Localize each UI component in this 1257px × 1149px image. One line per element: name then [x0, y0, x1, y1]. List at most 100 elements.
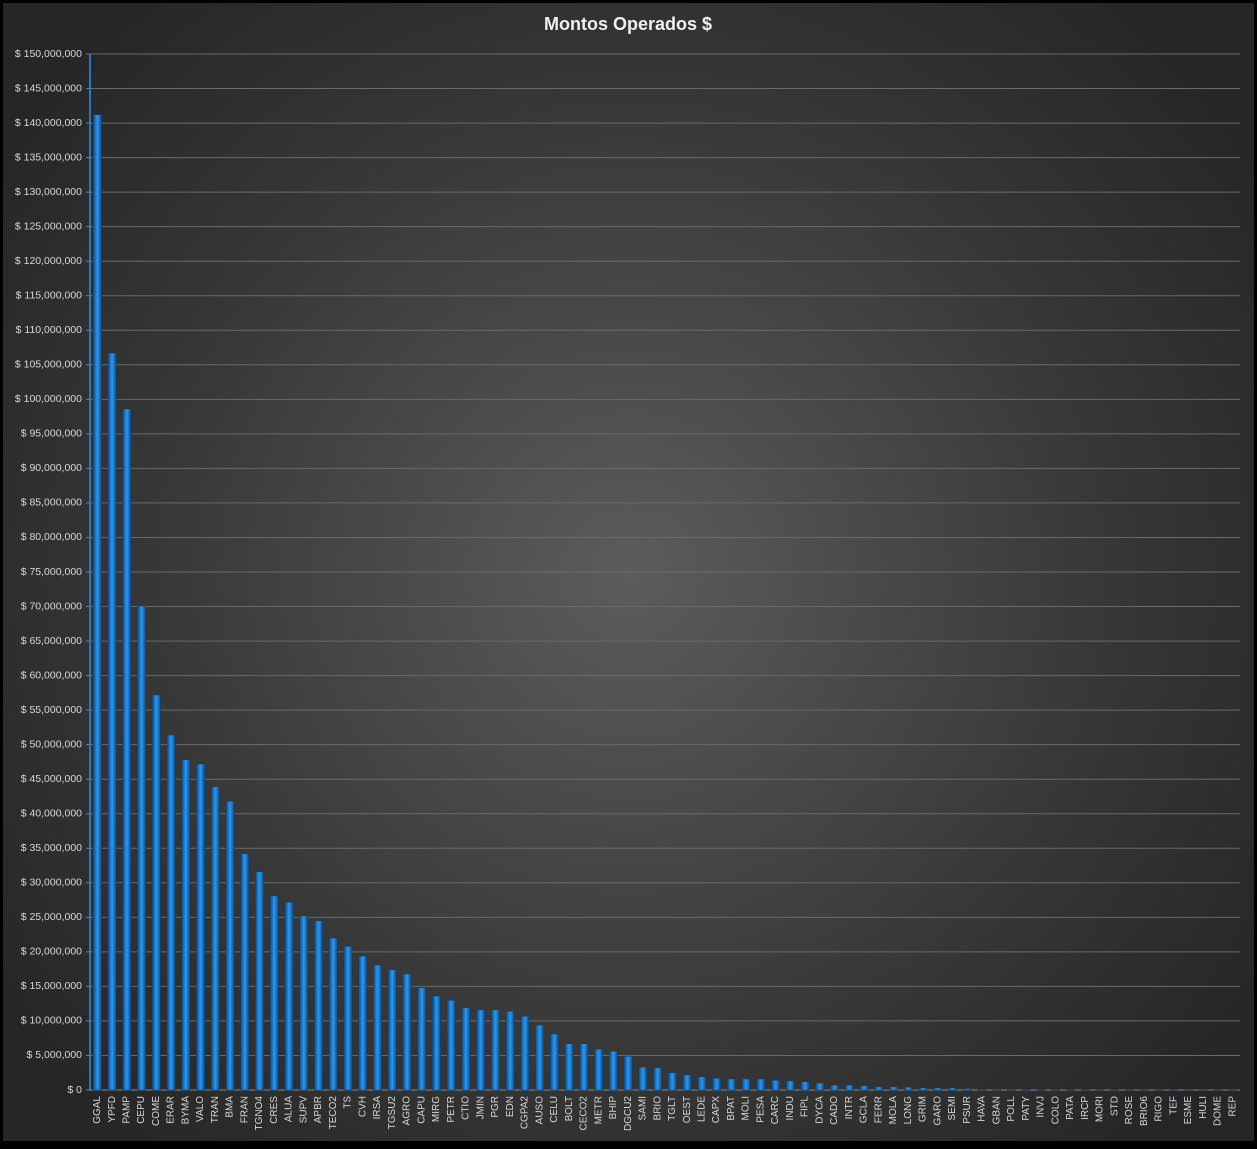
bar	[536, 1025, 544, 1090]
bar	[683, 1075, 691, 1090]
x-tick-label: AGRO	[402, 1096, 413, 1126]
y-tick-label: $ 5,000,000	[27, 1049, 83, 1061]
bar	[167, 735, 175, 1090]
y-tick-label: $ 110,000,000	[16, 324, 83, 336]
x-tick-label: PSUR	[962, 1096, 973, 1124]
bar	[314, 921, 322, 1090]
y-tick-label: $ 125,000,000	[15, 220, 82, 232]
x-tick-label: DGCU2	[623, 1096, 634, 1131]
bar	[329, 938, 337, 1090]
x-tick-label: TECO2	[328, 1096, 339, 1130]
bar	[963, 1089, 971, 1090]
bar	[993, 1089, 1001, 1090]
bar	[771, 1080, 779, 1090]
x-tick-label: SEMI	[947, 1096, 958, 1120]
x-tick-label: ROSE	[1124, 1096, 1135, 1125]
bar	[934, 1088, 942, 1090]
x-tick-label: SAMI	[638, 1096, 649, 1120]
bar	[668, 1073, 676, 1090]
bar	[403, 974, 411, 1090]
bar	[948, 1088, 956, 1090]
x-tick-label: DOME	[1213, 1096, 1224, 1126]
bar	[830, 1085, 838, 1090]
x-tick-label: JMIN	[475, 1096, 486, 1119]
y-tick-label: $ 10,000,000	[21, 1015, 82, 1027]
x-tick-label: BHIP	[608, 1096, 619, 1120]
x-tick-label: MIRG	[431, 1096, 442, 1122]
y-tick-label: $ 85,000,000	[21, 497, 82, 509]
x-tick-label: ERAR	[166, 1096, 177, 1124]
bar	[757, 1079, 765, 1090]
bar	[182, 760, 190, 1090]
x-tick-label: CVH	[357, 1096, 368, 1117]
x-tick-label: CTIO	[461, 1096, 472, 1120]
bar	[255, 872, 263, 1090]
bar	[595, 1049, 603, 1090]
y-tick-label: $ 15,000,000	[21, 980, 82, 992]
y-tick-label: $ 40,000,000	[21, 808, 82, 820]
bar	[860, 1086, 868, 1090]
bar	[712, 1078, 720, 1090]
x-tick-label: ESME	[1183, 1096, 1194, 1125]
bar	[137, 606, 145, 1090]
bar	[462, 1008, 470, 1090]
x-tick-label: GGAL	[92, 1096, 103, 1124]
bar	[521, 1016, 529, 1090]
bar	[211, 787, 219, 1090]
bar	[123, 409, 131, 1090]
y-tick-label: $ 120,000,000	[15, 255, 82, 267]
bar	[727, 1079, 735, 1090]
y-tick-label: $ 75,000,000	[21, 566, 82, 578]
y-tick-label: $ 70,000,000	[21, 600, 82, 612]
x-tick-label: APBR	[313, 1096, 324, 1123]
y-tick-label: $ 60,000,000	[21, 669, 82, 681]
bar	[875, 1087, 883, 1090]
bar	[654, 1068, 662, 1090]
y-tick-label: $ 150,000,000	[15, 48, 82, 60]
x-tick-label: COME	[151, 1096, 162, 1126]
x-tick-label: STD	[1109, 1096, 1120, 1116]
bar	[388, 970, 396, 1090]
x-tick-label: CECO2	[579, 1096, 590, 1131]
x-tick-label: METR	[593, 1096, 604, 1124]
bar	[285, 902, 293, 1090]
y-tick-label: $ 140,000,000	[15, 117, 82, 129]
y-tick-label: $ 80,000,000	[21, 531, 82, 543]
y-tick-label: $ 105,000,000	[15, 359, 82, 371]
y-tick-label: $ 65,000,000	[21, 635, 82, 647]
bar	[152, 695, 160, 1090]
x-tick-label: AUSO	[534, 1096, 545, 1125]
bar	[889, 1087, 897, 1090]
x-tick-label: INTR	[844, 1096, 855, 1119]
x-tick-label: CARC	[770, 1096, 781, 1124]
bar	[447, 1000, 455, 1090]
bar	[270, 896, 278, 1090]
bar	[1007, 1089, 1015, 1090]
y-tick-label: $ 30,000,000	[21, 877, 82, 889]
x-tick-label: GRIM	[918, 1096, 929, 1122]
bar	[639, 1067, 647, 1090]
bar	[845, 1085, 853, 1090]
x-tick-label: PATA	[1065, 1096, 1076, 1120]
x-tick-label: TGSU2	[387, 1096, 398, 1130]
x-tick-label: INDU	[785, 1096, 796, 1120]
bar	[506, 1011, 514, 1090]
bar	[801, 1082, 809, 1090]
bar	[919, 1088, 927, 1090]
x-tick-label: BMA	[225, 1096, 236, 1118]
x-tick-label: FIPL	[800, 1096, 811, 1118]
bar	[609, 1051, 617, 1090]
x-tick-label: GARO	[932, 1096, 943, 1126]
x-tick-label: VALO	[195, 1096, 206, 1122]
x-tick-label: OEST	[682, 1096, 693, 1123]
chart-title: Montos Operados $	[544, 14, 712, 34]
x-tick-label: TRAN	[210, 1096, 221, 1123]
y-tick-label: $ 55,000,000	[21, 704, 82, 716]
y-tick-label: $ 95,000,000	[21, 428, 82, 440]
x-tick-label: MOLA	[888, 1096, 899, 1125]
x-tick-label: YPFD	[107, 1096, 118, 1123]
x-tick-label: GBAN	[991, 1096, 1002, 1124]
x-tick-label: CEPU	[136, 1096, 147, 1124]
